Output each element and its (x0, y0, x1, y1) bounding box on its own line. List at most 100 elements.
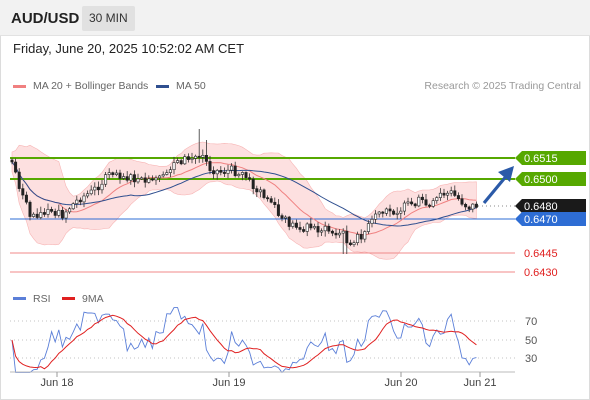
candle (305, 222, 309, 237)
candle (312, 223, 316, 230)
candle (435, 196, 439, 204)
candle (68, 207, 72, 215)
price-label-0.6445: 0.6445 (524, 248, 558, 260)
candle (366, 220, 370, 235)
ma20-swatch (13, 84, 26, 88)
candle (237, 172, 241, 178)
candle (168, 166, 172, 178)
candle (204, 140, 208, 166)
svg-text:RSI: RSI (33, 293, 51, 305)
candle (273, 197, 277, 208)
candle (104, 172, 108, 188)
candle (320, 228, 324, 237)
price-label-0.6515: 0.6515 (515, 151, 586, 165)
candle (107, 168, 111, 180)
candle (298, 221, 302, 233)
candle (122, 173, 126, 181)
svg-text:Jun 19: Jun 19 (212, 377, 245, 389)
candle (374, 210, 378, 224)
bullish-arrow (482, 166, 514, 205)
candle (161, 171, 165, 178)
candle (410, 197, 414, 206)
price-label-0.6470: 0.6470 (515, 212, 586, 226)
rsi-tick-50: 50 (525, 335, 537, 347)
candle (431, 198, 435, 208)
candle (147, 175, 151, 184)
timeframe-button[interactable]: 30 MIN (82, 6, 135, 31)
candle (82, 192, 86, 208)
candle (233, 161, 237, 178)
price-label-text: 0.6515 (524, 153, 558, 165)
candle (208, 155, 212, 175)
svg-text:Jun 20: Jun 20 (384, 377, 417, 389)
rsi-legend-rsi: RSI (13, 293, 51, 305)
candle (194, 154, 198, 164)
candle (230, 163, 234, 174)
candle (330, 229, 334, 237)
rsi-tick-70: 70 (525, 316, 537, 328)
candle (186, 153, 190, 163)
candle (284, 215, 288, 223)
candle (413, 202, 417, 209)
candle (474, 201, 478, 209)
candle (309, 218, 313, 231)
candle (89, 185, 93, 196)
candle (114, 169, 118, 177)
x-tick-jun-21: Jun 21 (463, 372, 497, 389)
candle (388, 204, 392, 217)
candle (86, 190, 90, 199)
candle (50, 206, 54, 214)
rsi-9ma-line (11, 314, 477, 370)
candle (287, 215, 291, 231)
candle (129, 172, 133, 185)
candle (197, 129, 201, 163)
candle (226, 164, 230, 179)
candle (316, 222, 320, 238)
candle (334, 228, 338, 239)
candle (78, 197, 82, 206)
legend-ma20-bollinger: MA 20 + Bollinger Bands (13, 80, 148, 92)
candle (363, 230, 367, 243)
candle (158, 174, 162, 183)
price-label-0.6430: 0.6430 (524, 267, 558, 279)
candle (359, 229, 363, 244)
candle (222, 167, 226, 178)
candle (464, 202, 468, 211)
candle (327, 223, 331, 234)
price-label-text: 0.6470 (524, 214, 558, 226)
ma50-legend-label: MA 50 (176, 80, 206, 92)
candle (262, 188, 266, 200)
candle (24, 191, 28, 205)
price-label-text: 0.6445 (524, 248, 558, 260)
candle (266, 195, 270, 202)
candle (248, 173, 252, 182)
candle (140, 176, 144, 181)
candle (71, 202, 75, 211)
candle (348, 239, 352, 247)
candle (276, 199, 280, 218)
price-label-text: 0.6430 (524, 267, 558, 279)
candle (381, 210, 385, 218)
candle (399, 207, 403, 219)
candle (32, 212, 36, 218)
candle (467, 205, 471, 213)
candle (377, 210, 381, 218)
candle (449, 186, 453, 197)
candle (291, 220, 295, 229)
candle (14, 158, 18, 174)
candle (219, 166, 223, 176)
candle (471, 203, 475, 213)
candle (39, 206, 43, 220)
candle (417, 194, 421, 208)
candle (215, 168, 219, 180)
candle (341, 228, 345, 254)
candle (212, 166, 216, 179)
candle (352, 240, 356, 247)
symbol-title: AUD/USD (11, 10, 80, 27)
candle (384, 207, 388, 216)
candle (240, 171, 244, 181)
candle (392, 209, 396, 216)
svg-text:9MA: 9MA (82, 293, 104, 305)
candle (75, 195, 79, 208)
